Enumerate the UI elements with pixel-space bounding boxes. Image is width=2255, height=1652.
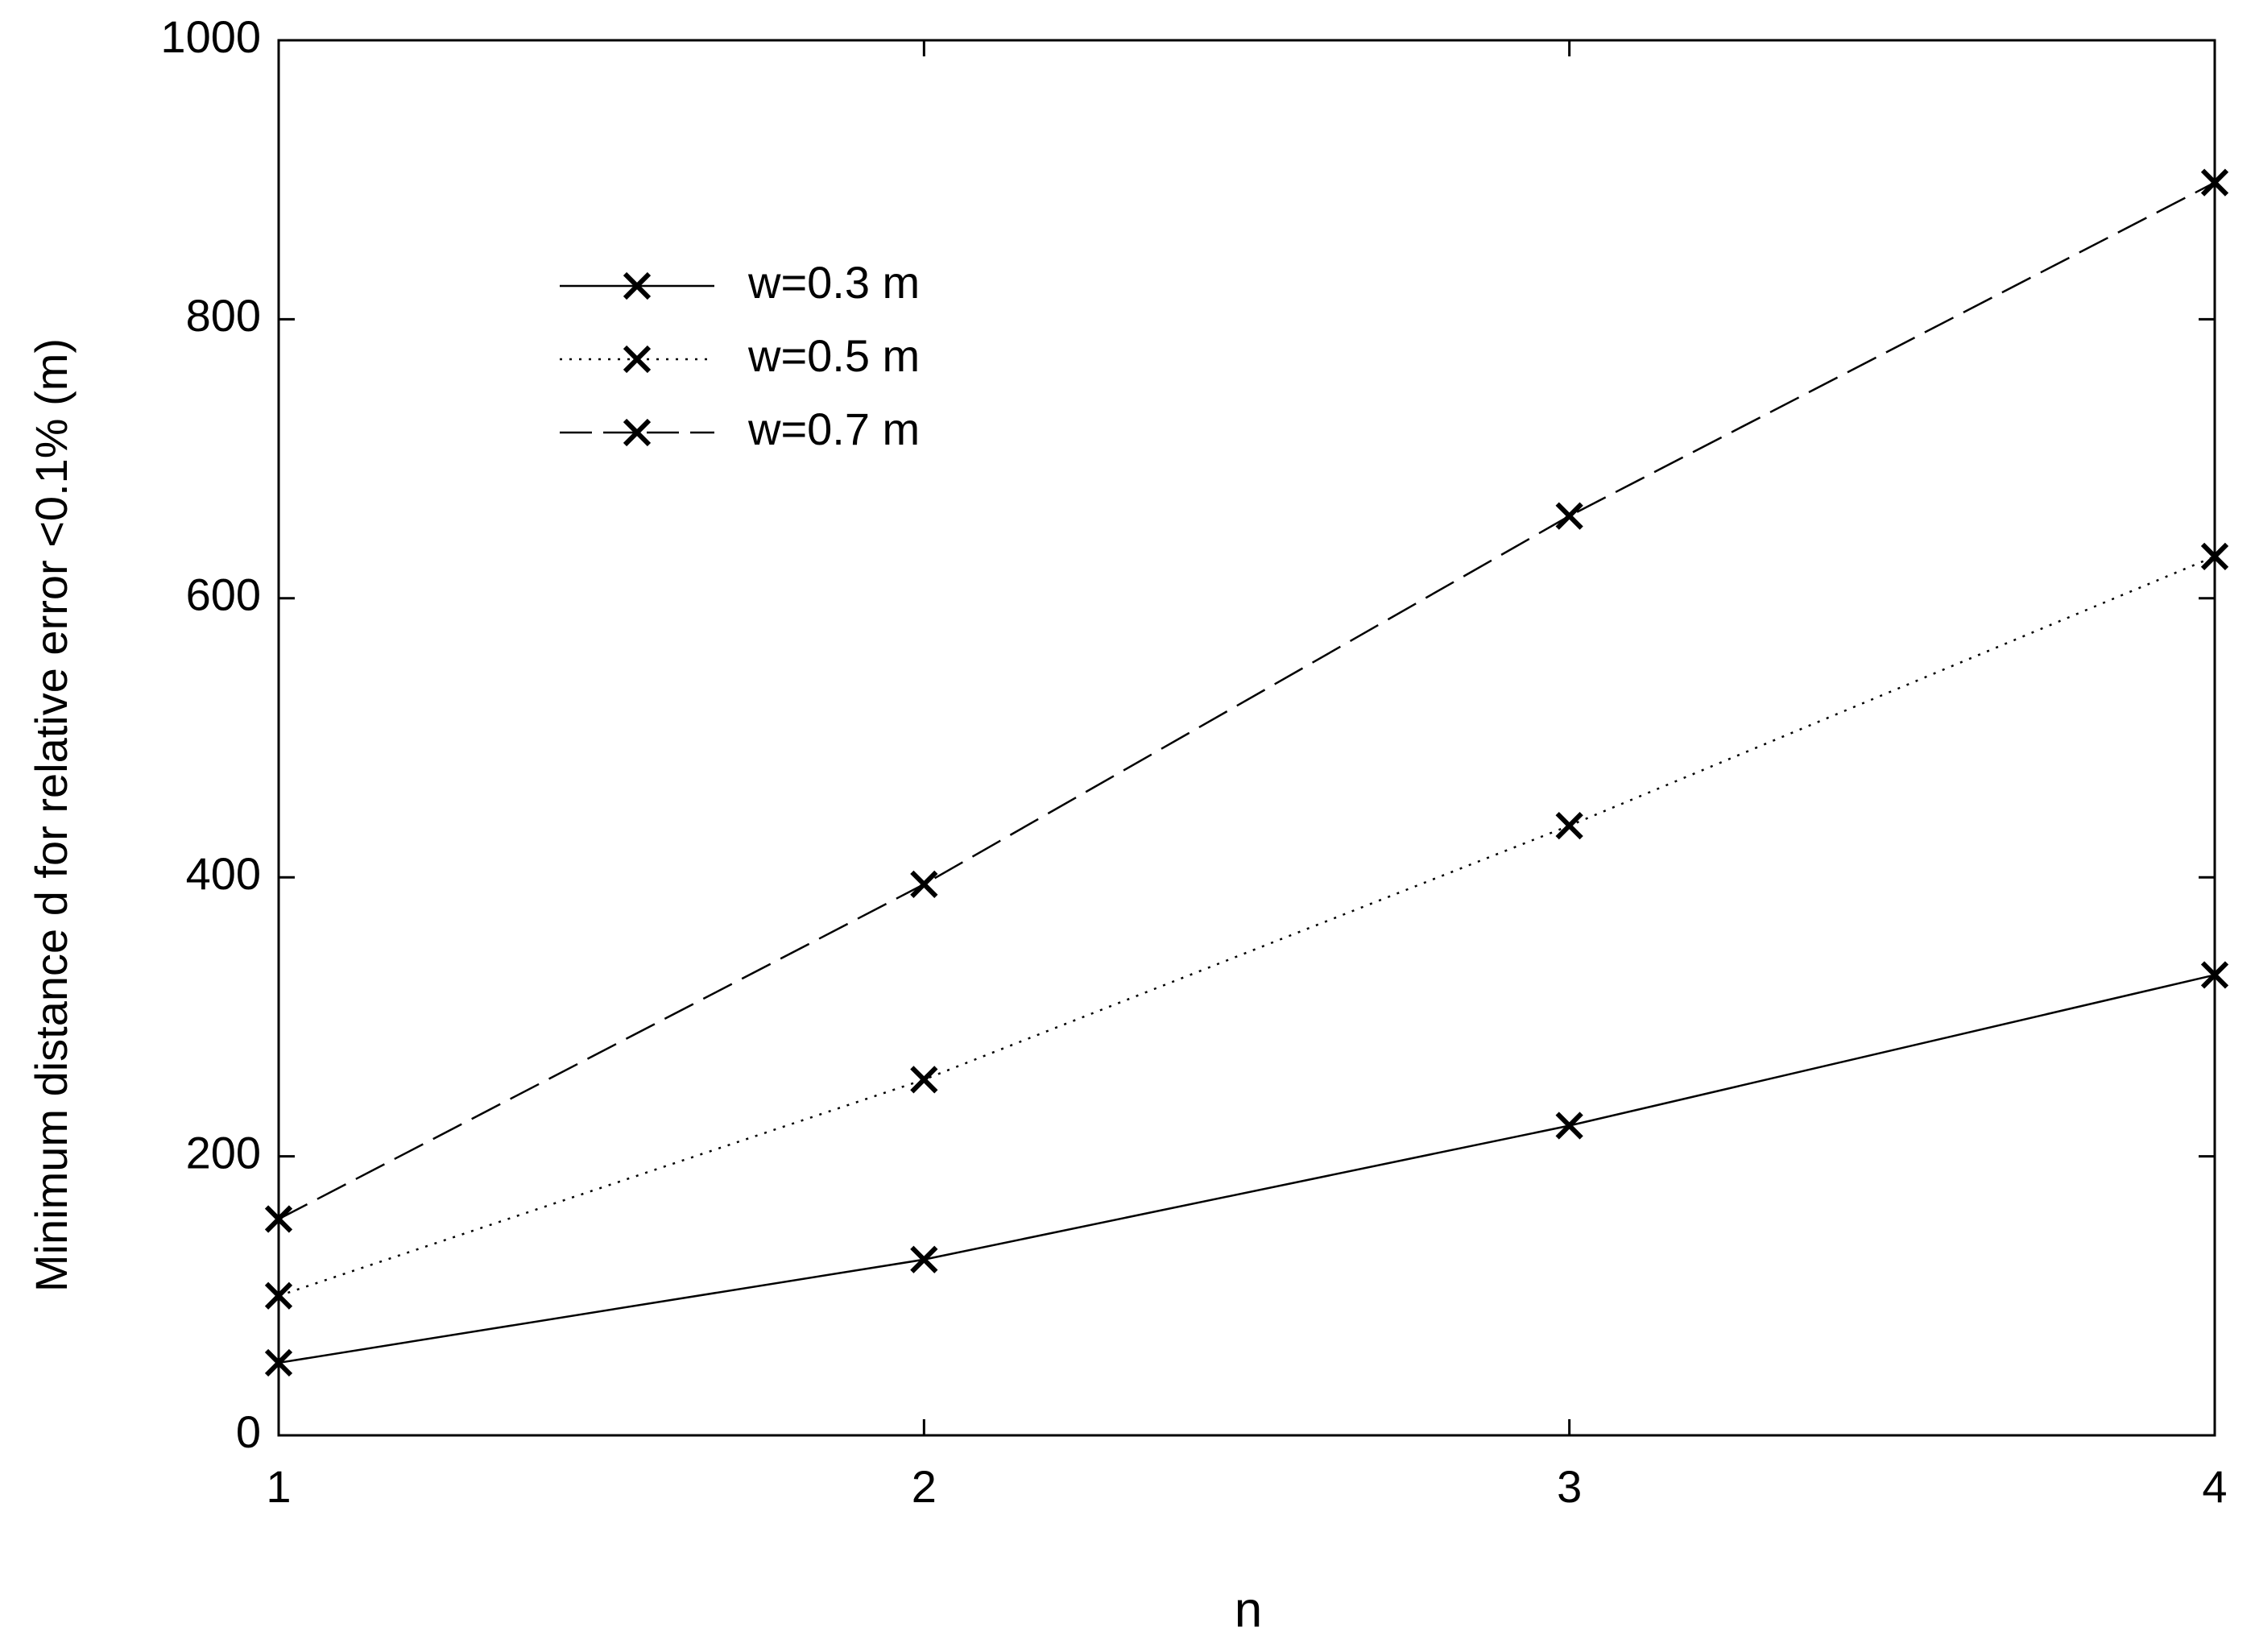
marker — [264, 1281, 293, 1310]
legend-label: w=0.7 m — [747, 404, 920, 454]
legend-label: w=0.3 m — [747, 257, 920, 308]
y-tick-label: 200 — [186, 1127, 261, 1178]
marker — [910, 1245, 938, 1273]
x-tick-label: 3 — [1557, 1461, 1582, 1512]
marker — [623, 345, 652, 374]
marker — [2200, 168, 2229, 197]
plot-frame — [277, 39, 2216, 1437]
marker — [264, 1205, 293, 1233]
series-line — [278, 555, 2216, 1297]
y-tick-label: 600 — [186, 569, 261, 620]
marker — [910, 870, 938, 898]
x-axis-label: n — [1235, 1582, 1262, 1638]
y-axis-label: Minimum distance d for relative error <0… — [26, 338, 77, 1292]
marker — [910, 1066, 938, 1094]
marker — [2200, 542, 2229, 570]
series-line — [278, 974, 2216, 1364]
y-tick-label: 400 — [186, 848, 261, 899]
marker — [264, 1348, 293, 1377]
legend-label: w=0.5 m — [747, 330, 920, 381]
marker — [623, 271, 652, 300]
marker — [623, 418, 652, 447]
y-tick-label: 800 — [186, 290, 261, 341]
y-tick-label: 1000 — [160, 11, 261, 62]
x-tick-label: 2 — [912, 1461, 937, 1512]
x-tick-label: 1 — [266, 1461, 291, 1512]
marker — [2200, 961, 2229, 989]
marker — [1555, 811, 1583, 840]
marker — [1555, 1112, 1583, 1140]
x-tick-label: 4 — [2202, 1461, 2227, 1512]
series-line — [278, 181, 2216, 1220]
y-tick-label: 0 — [236, 1406, 261, 1457]
marker — [1555, 502, 1583, 530]
